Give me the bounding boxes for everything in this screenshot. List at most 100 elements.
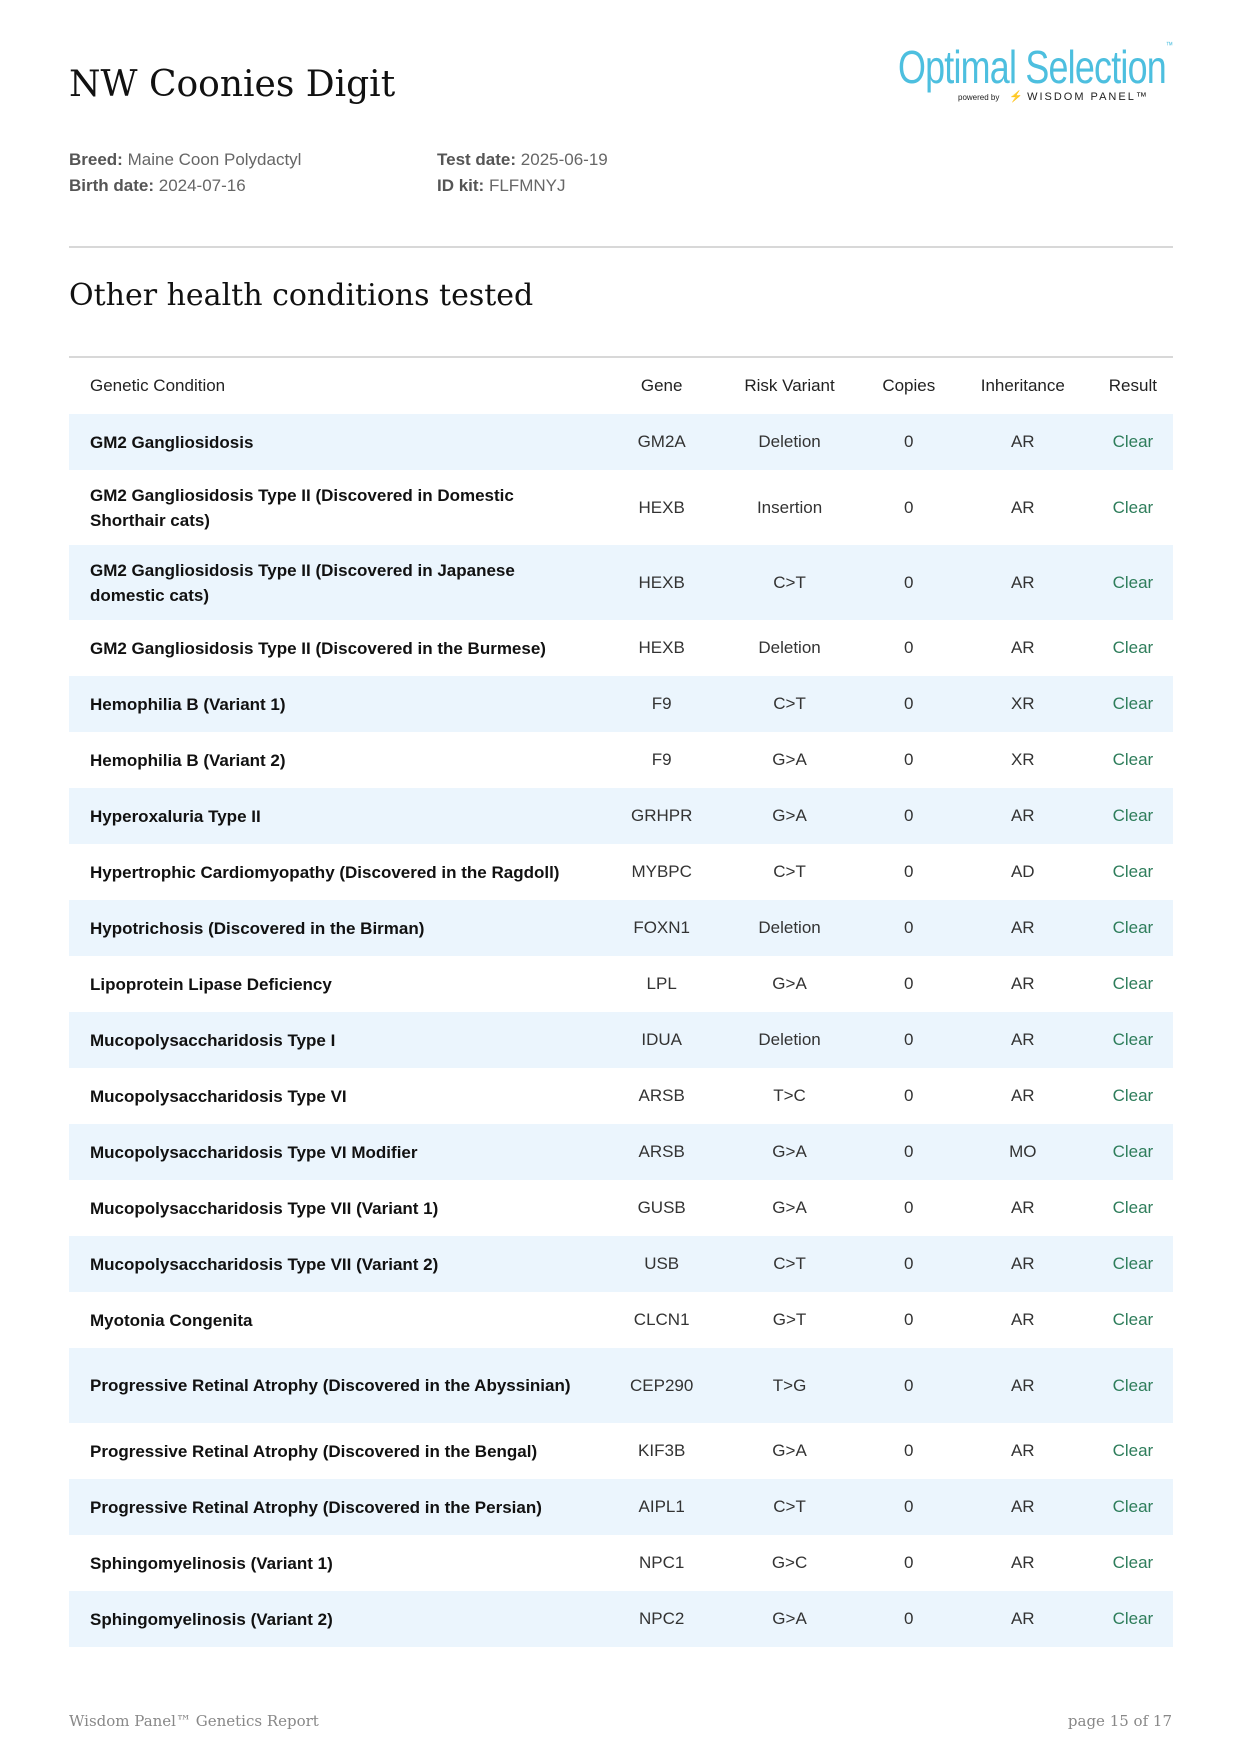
cell-copies: 0 [904, 1310, 914, 1329]
breed: Breed: Maine Coon Polydactyl [69, 150, 302, 169]
cell-gene: KIF3B [638, 1441, 686, 1460]
cell-condition: GM2 Gangliosidosis Type II (Discovered i… [90, 560, 515, 605]
cell-inheritance: AR [1010, 572, 1035, 592]
cell-gene: F9 [651, 750, 672, 769]
cell-copies: 0 [904, 1142, 914, 1161]
cell-risk-variant: Deletion [758, 918, 821, 937]
cell-copies: 0 [904, 1497, 914, 1516]
cell-risk-variant: Deletion [758, 432, 821, 451]
cell-copies: 0 [904, 1030, 914, 1049]
cell-copies: 0 [904, 1086, 914, 1105]
page-title: NW Coonies Digit [69, 64, 396, 105]
cell-condition: Hyperoxaluria Type II [90, 806, 261, 826]
cell-copies: 0 [904, 1609, 914, 1628]
cell-result: Clear [1112, 1030, 1154, 1049]
cell-inheritance: AR [1010, 497, 1035, 517]
column-header-risk-variant: Risk Variant [744, 376, 835, 395]
cell-risk-variant: Insertion [756, 497, 823, 517]
id-kit: ID kit: FLFMNYJ [437, 176, 566, 195]
cell-gene: ARSB [638, 1086, 685, 1105]
table-row: Mucopolysaccharidosis Type VII (Variant … [69, 1180, 1173, 1236]
footer-report-name: Wisdom Panel™ Genetics Report [69, 1712, 319, 1730]
cell-risk-variant: G>A [772, 1441, 807, 1460]
cell-inheritance: AR [1010, 1254, 1035, 1273]
cell-copies: 0 [904, 432, 914, 451]
table-row: Mucopolysaccharidosis Type VI Modifier AR… [69, 1124, 1173, 1180]
cell-condition: Mucopolysaccharidosis Type VI [90, 1086, 347, 1106]
cell-condition: Progressive Retinal Atrophy (Discovered … [90, 1376, 571, 1395]
cell-gene: HEXB [638, 572, 685, 592]
cell-risk-variant: G>A [772, 806, 807, 825]
cell-condition: Progressive Retinal Atrophy (Discovered … [90, 1441, 538, 1461]
cell-inheritance: AR [1010, 918, 1035, 937]
cell-risk-variant: G>A [772, 974, 807, 993]
cell-result: Clear [1112, 1497, 1154, 1516]
cell-result: Clear [1112, 750, 1154, 769]
table-row: Progressive Retinal Atrophy (Discovered … [69, 1348, 1173, 1423]
cell-risk-variant: C>T [773, 1254, 806, 1273]
cell-gene: LPL [646, 974, 677, 993]
cell-gene: USB [644, 1254, 680, 1273]
cell-risk-variant: Deletion [758, 1030, 821, 1049]
footer-page-number: page 15 of 17 [1067, 1712, 1172, 1730]
cell-inheritance: AR [1010, 638, 1035, 657]
cell-condition: Hemophilia B (Variant 2) [90, 750, 286, 770]
cell-copies: 0 [904, 862, 914, 881]
cell-condition: Mucopolysaccharidosis Type VII (Variant … [90, 1254, 439, 1274]
cell-result: Clear [1112, 497, 1154, 517]
cell-inheritance: AR [1010, 1030, 1035, 1049]
cell-copies: 0 [904, 638, 914, 657]
column-header-condition: Genetic Condition [90, 376, 226, 395]
table-row: Mucopolysaccharidosis Type I IDUA Deletion… [69, 1012, 1173, 1068]
cell-condition: GM2 Gangliosidosis Type II (Discovered i… [90, 485, 514, 530]
cell-inheritance: AR [1010, 1310, 1035, 1329]
table-row: GM2 Gangliosidosis Type II (Discovered i… [69, 470, 1173, 545]
logo-brand: Optimal Selection™ [898, 40, 1173, 93]
cell-condition: Sphingomyelinosis (Variant 1) [90, 1553, 333, 1573]
table-row: Sphingomyelinosis (Variant 1) NPC1 G>C 0 AR C… [69, 1535, 1173, 1591]
cell-gene: FOXN1 [633, 918, 691, 937]
cell-gene: NPC2 [639, 1609, 685, 1628]
cell-result: Clear [1112, 1310, 1154, 1329]
table-row: Hypotrichosis (Discovered in the Birman)… [69, 900, 1173, 956]
cell-copies: 0 [904, 1441, 914, 1460]
cell-inheritance: AR [1010, 1553, 1035, 1572]
cell-condition: Hypotrichosis (Discovered in the Birman) [90, 918, 425, 938]
cell-risk-variant: C>T [773, 862, 806, 881]
table-row: Hemophilia B (Variant 1) F9 C>T 0 XR Clear [69, 676, 1173, 732]
table-row: Progressive Retinal Atrophy (Discovered … [69, 1479, 1173, 1535]
cell-result: Clear [1112, 1142, 1154, 1161]
cell-result: Clear [1112, 1441, 1154, 1460]
birth-date: Birth date: 2024-07-16 [69, 176, 246, 195]
cell-gene: F9 [651, 694, 672, 713]
cell-risk-variant: C>T [773, 694, 806, 713]
table-row: GM2 Gangliosidosis Type II (Discovered i… [69, 545, 1173, 620]
table-header-row: Genetic Condition Gene Risk Variant Copies I… [69, 358, 1173, 414]
cell-copies: 0 [904, 974, 914, 993]
column-header-result: Result [1108, 376, 1157, 395]
cell-copies: 0 [904, 806, 914, 825]
table-row: Sphingomyelinosis (Variant 2) NPC2 G>A 0 AR C… [69, 1591, 1173, 1647]
cell-copies: 0 [904, 1198, 914, 1217]
cell-result: Clear [1112, 862, 1154, 881]
table-row: Mucopolysaccharidosis Type VII (Variant … [69, 1236, 1173, 1292]
divider [69, 246, 1173, 248]
cell-condition: GM2 Gangliosidosis [90, 432, 254, 452]
cell-gene: CEP290 [630, 1375, 694, 1395]
cell-result: Clear [1112, 694, 1154, 713]
cell-gene: IDUA [641, 1030, 682, 1049]
cell-result: Clear [1112, 432, 1154, 451]
cell-inheritance: AR [1010, 1086, 1035, 1105]
cell-inheritance: AR [1010, 1198, 1035, 1217]
table-row: Hypertrophic Cardiomyopathy (Discovered … [69, 844, 1173, 900]
table-row: Mucopolysaccharidosis Type VI ARSB T>C 0 AR C… [69, 1068, 1173, 1124]
cell-copies: 0 [904, 1254, 914, 1273]
section-title: Other health conditions tested [69, 278, 534, 313]
test-date: Test date: 2025-06-19 [437, 150, 608, 169]
cell-gene: NPC1 [639, 1553, 685, 1572]
cell-result: Clear [1112, 1254, 1154, 1273]
cell-risk-variant: G>A [772, 750, 807, 769]
test-info: Test date: 2025-06-19 ID kit: FLFMNYJ [437, 147, 608, 199]
cell-inheritance: AR [1010, 1375, 1035, 1395]
cell-copies: 0 [904, 572, 914, 592]
